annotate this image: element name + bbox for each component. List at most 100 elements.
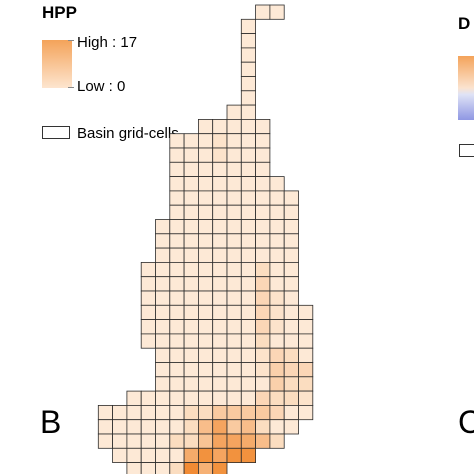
grid-cell [97, 433, 114, 449]
grid-cell [155, 376, 171, 392]
grid-cell [169, 219, 185, 235]
grid-cell [140, 447, 156, 463]
grid-cell [155, 304, 171, 320]
grid-cell [269, 4, 285, 20]
grid-cell [169, 333, 185, 349]
legend-high-label: High : 17 [77, 34, 138, 51]
grid-cell [255, 147, 271, 163]
grid-cell [126, 390, 142, 406]
grid-cell [269, 233, 285, 249]
grid-cell [183, 161, 199, 178]
grid-cell [169, 276, 185, 292]
grid-cell [240, 290, 257, 306]
grid-cell [212, 276, 228, 292]
grid-cell [183, 261, 199, 278]
grid-cell [240, 219, 257, 235]
grid-cell [155, 219, 171, 235]
grid-cell [255, 433, 271, 449]
grid-cell [155, 319, 171, 335]
grid-cell [197, 447, 214, 463]
grid-cell [183, 419, 199, 435]
grid-cell [269, 176, 285, 192]
grid-cell [240, 390, 257, 406]
grid-cell [212, 176, 228, 192]
grid-cell [183, 404, 199, 421]
grid-cell [269, 190, 285, 206]
grid-cell [212, 319, 228, 335]
grid-cell [226, 404, 242, 421]
grid-cell [269, 304, 285, 320]
grid-cell [240, 347, 257, 363]
grid-cell [255, 219, 271, 235]
grid-cell [283, 419, 299, 435]
grid-cell [240, 276, 257, 292]
grid-cell [240, 33, 257, 49]
grid-cell [283, 362, 299, 378]
grid-cell [155, 290, 171, 306]
grid-cell [212, 333, 228, 349]
grid-cell [155, 261, 171, 278]
legend-high-tick [68, 40, 74, 41]
grid-cell [240, 261, 257, 278]
grid-cell [283, 404, 299, 421]
grid-cell [169, 362, 185, 378]
grid-cell [283, 233, 299, 249]
grid-cell [197, 261, 214, 278]
grid-cell [197, 247, 214, 263]
grid-cell [197, 161, 214, 178]
grid-cell [212, 304, 228, 320]
grid-cell [240, 319, 257, 335]
grid-cell [169, 133, 185, 149]
grid-cell [183, 190, 199, 206]
grid-cell [240, 233, 257, 249]
grid-cell [197, 304, 214, 320]
grid-cell [169, 247, 185, 263]
grid-cell [212, 347, 228, 363]
panel-label: B [40, 404, 62, 440]
grid-cell [240, 433, 257, 449]
legend-low-label: Low : 0 [77, 78, 126, 95]
grid-cell [240, 362, 257, 378]
grid-cell [283, 261, 299, 278]
legend-color-ramp [42, 40, 72, 88]
grid-cell [226, 176, 242, 192]
legend-low-tick [68, 87, 74, 88]
grid-cell [240, 47, 257, 63]
grid-cell [226, 362, 242, 378]
grid-cell [226, 247, 242, 263]
grid-cell [283, 190, 299, 206]
grid-cell [169, 147, 185, 163]
grid-cell [155, 419, 171, 435]
grid-cell [140, 433, 156, 449]
grid-cell [255, 347, 271, 363]
grid-cell [126, 404, 142, 421]
grid-cell [226, 276, 242, 292]
grid-cell [255, 119, 271, 135]
grid-cell [240, 404, 257, 421]
basin-grid-cells-label: Basin grid-cells [77, 125, 179, 142]
grid-cell [226, 333, 242, 349]
grid-cell [226, 347, 242, 363]
grid-cell [283, 304, 299, 320]
grid-cell [240, 247, 257, 263]
grid-cell [269, 319, 285, 335]
grid-cell [283, 376, 299, 392]
grid-cell [269, 261, 285, 278]
grid-cell [240, 447, 257, 463]
grid-cell [283, 290, 299, 306]
grid-cell [140, 462, 156, 474]
grid-cell [112, 447, 128, 463]
grid-cell [169, 462, 185, 474]
grid-cell [226, 161, 242, 178]
grid-cell [169, 419, 185, 435]
grid-cell [226, 104, 242, 120]
grid-cell [283, 204, 299, 220]
grid-cell [140, 290, 156, 306]
grid-cell [183, 333, 199, 349]
grid-cell [240, 18, 257, 34]
grid-cell [240, 147, 257, 163]
grid-cell [212, 133, 228, 149]
grid-cell [155, 404, 171, 421]
grid-cell [240, 90, 257, 106]
